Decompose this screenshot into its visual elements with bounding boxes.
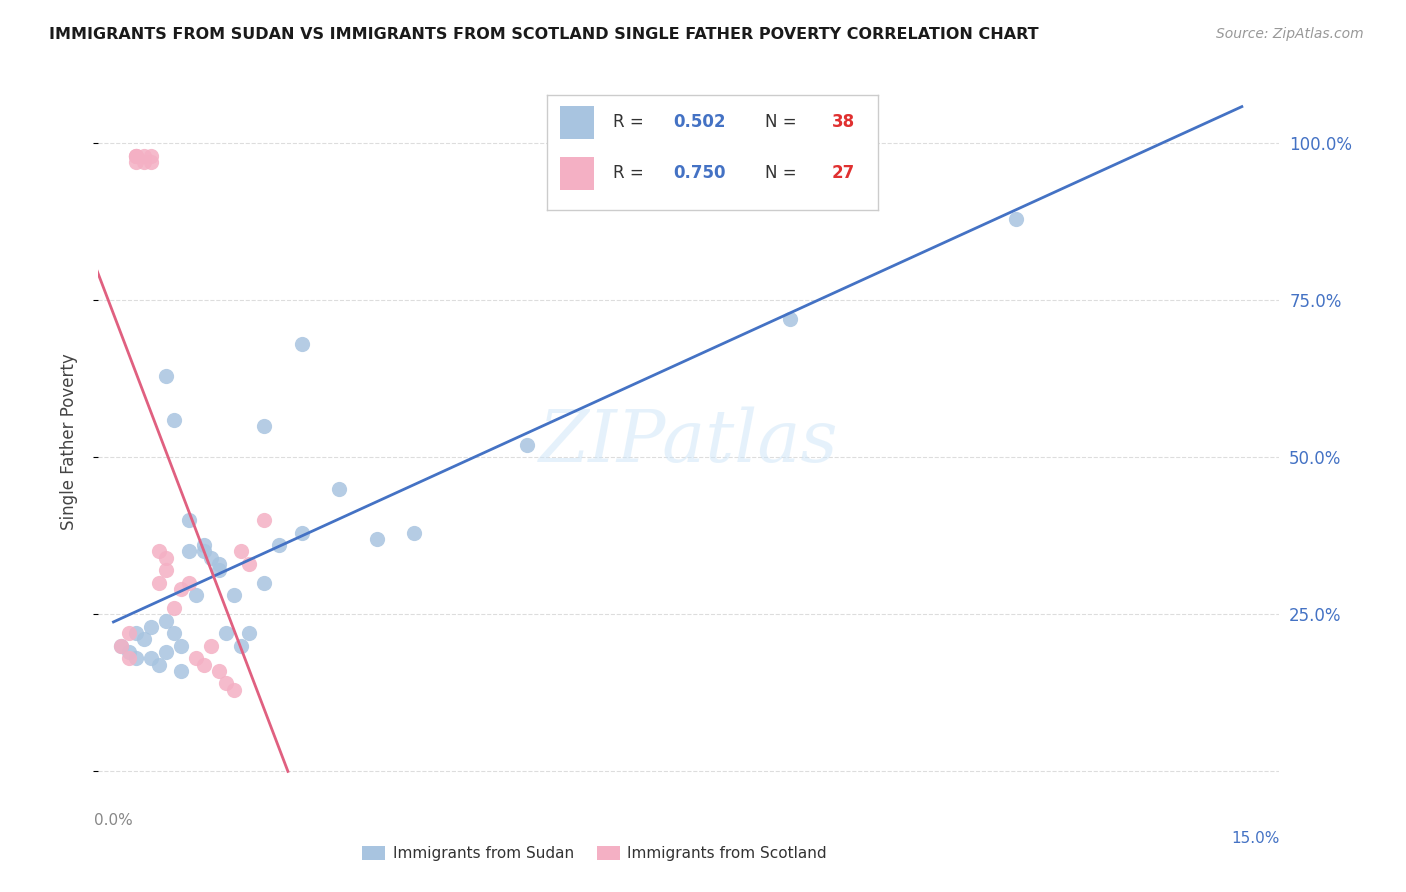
Point — [177, 575, 200, 590]
Text: Source: ZipAtlas.com: Source: ZipAtlas.com — [1216, 27, 1364, 41]
Point — [125, 651, 148, 665]
Point — [193, 544, 215, 558]
Point — [132, 632, 155, 647]
Point — [110, 639, 132, 653]
Point — [125, 626, 148, 640]
Point — [253, 513, 276, 527]
Point — [200, 550, 222, 565]
Point — [253, 575, 276, 590]
Point — [163, 626, 186, 640]
Text: ZIPatlas: ZIPatlas — [538, 406, 839, 477]
Point — [117, 626, 139, 640]
Y-axis label: Single Father Poverty: Single Father Poverty — [59, 353, 77, 530]
Point — [155, 563, 177, 577]
Point — [253, 418, 276, 433]
Point — [125, 149, 148, 163]
Point — [139, 620, 162, 634]
Point — [163, 412, 186, 426]
Point — [238, 557, 260, 571]
Point — [132, 155, 155, 169]
Point — [163, 601, 186, 615]
Point — [208, 664, 231, 678]
Point — [238, 626, 260, 640]
Text: IMMIGRANTS FROM SUDAN VS IMMIGRANTS FROM SCOTLAND SINGLE FATHER POVERTY CORRELAT: IMMIGRANTS FROM SUDAN VS IMMIGRANTS FROM… — [49, 27, 1039, 42]
Point — [222, 682, 245, 697]
Legend: Immigrants from Sudan, Immigrants from Scotland: Immigrants from Sudan, Immigrants from S… — [356, 840, 832, 867]
Point — [231, 544, 253, 558]
Point — [117, 645, 139, 659]
Point — [231, 639, 253, 653]
Point — [779, 312, 801, 326]
Point — [139, 651, 162, 665]
Point — [516, 438, 538, 452]
Point — [215, 626, 238, 640]
Point — [290, 525, 312, 540]
Point — [404, 525, 426, 540]
Point — [1005, 211, 1028, 226]
Point — [328, 482, 350, 496]
Point — [186, 651, 208, 665]
Point — [170, 582, 193, 597]
Point — [132, 149, 155, 163]
Point — [148, 657, 170, 672]
Point — [290, 337, 312, 351]
Point — [117, 651, 139, 665]
Point — [366, 532, 388, 546]
Point — [177, 513, 200, 527]
Point — [110, 639, 132, 653]
Point — [155, 614, 177, 628]
Point — [208, 563, 231, 577]
Point — [170, 639, 193, 653]
Point — [155, 645, 177, 659]
Text: 15.0%: 15.0% — [1232, 830, 1279, 846]
Point — [267, 538, 290, 552]
Point — [215, 676, 238, 690]
Point — [125, 149, 148, 163]
Point — [222, 589, 245, 603]
Point — [139, 149, 162, 163]
Point — [155, 550, 177, 565]
Point — [193, 538, 215, 552]
Point — [155, 368, 177, 383]
Point — [177, 544, 200, 558]
Point — [186, 589, 208, 603]
Point — [200, 639, 222, 653]
Point — [125, 149, 148, 163]
Point — [148, 544, 170, 558]
Point — [208, 557, 231, 571]
Point — [125, 155, 148, 169]
Point — [139, 155, 162, 169]
Point — [170, 664, 193, 678]
Point — [148, 575, 170, 590]
Point — [193, 657, 215, 672]
